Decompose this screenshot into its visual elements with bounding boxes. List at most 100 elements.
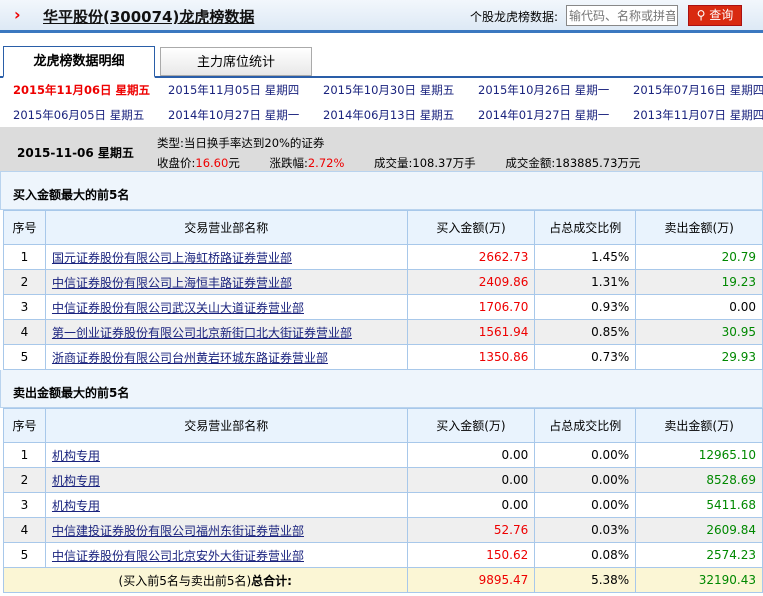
tab-seat-stats[interactable]: 主力席位统计 [160,47,312,76]
column-header: 占总成交比例 [534,408,637,443]
page-title[interactable]: 华平股份(300074)龙虎榜数据 [43,8,255,26]
branch-link[interactable]: 机构专用 [51,498,100,513]
column-header: 卖出金额(万) [635,210,763,245]
rank: 1 [3,244,46,270]
total-row: (买入前5名与卖出前5名)总合计: 9895.47 5.38% 32190.43 [3,567,763,593]
sell-amount: 19.23 [635,269,763,295]
table-header-row: 序号 交易营业部名称 买入金额(万) 占总成交比例 卖出金额(万) [3,210,763,245]
buy-amount: 1706.70 [406,294,536,320]
ratio: 0.03% [534,517,637,543]
rank: 5 [3,542,46,568]
branch-link[interactable]: 机构专用 [51,448,100,463]
rank: 2 [3,467,46,493]
summary-date: 2015-11-06 星期五 [17,146,134,160]
column-header: 卖出金额(万) [635,408,763,443]
branch-link[interactable]: 中信建投证券股份有限公司福州东街证券营业部 [51,523,304,538]
branch-link[interactable]: 中信证券股份有限公司武汉关山大道证券营业部 [51,300,304,315]
ratio: 0.85% [534,319,637,345]
rank: 3 [3,294,46,320]
column-header: 序号 [3,408,46,443]
sell-amount: 29.93 [635,344,763,370]
date-link[interactable]: 2015年11月06日 星期五 [13,83,151,97]
buy-amount: 0.00 [406,467,536,493]
page-header: › 华平股份(300074)龙虎榜数据 个股龙虎榜数据: ⚲ 查询 [0,0,763,33]
ratio: 0.08% [534,542,637,568]
sell-amount: 2609.84 [635,517,763,543]
type-label: 类型: [157,136,184,150]
branch-link[interactable]: 第一创业证券股份有限公司北京新街口北大街证券营业部 [51,325,352,340]
date-link[interactable]: 2014年10月27日 星期一 [168,108,300,122]
close-price: 收盘价:16.60元 [157,156,240,170]
ratio: 1.45% [534,244,637,270]
summary-type: 类型:当日换手率达到20%的证券 [157,135,324,151]
table-row: 1 机构专用 0.00 0.00% 12965.10 [3,442,763,468]
table-row: 5 浙商证券股份有限公司台州黄岩环城东路证券营业部 1350.86 0.73% … [3,344,763,370]
date-link[interactable]: 2015年07月16日 星期四 [633,83,763,97]
rank: 4 [3,517,46,543]
column-header: 占总成交比例 [534,210,637,245]
ratio: 0.00% [534,467,637,493]
sell-section-title: 卖出金额最大的前5名 [0,370,763,408]
sell-amount: 0.00 [635,294,763,320]
table-row: 2 机构专用 0.00 0.00% 8528.69 [3,467,763,493]
column-header: 买入金额(万) [406,210,536,245]
table-row: 1 国元证券股份有限公司上海虹桥路证券营业部 2662.73 1.45% 20.… [3,244,763,270]
rank: 4 [3,319,46,345]
branch-link[interactable]: 浙商证券股份有限公司台州黄岩环城东路证券营业部 [51,350,328,365]
sell-amount: 8528.69 [635,467,763,493]
branch-link[interactable]: 机构专用 [51,473,100,488]
branch-link[interactable]: 国元证券股份有限公司上海虹桥路证券营业部 [51,250,292,265]
rank: 5 [3,344,46,370]
magnifier-icon: ⚲ [696,8,706,22]
sell-amount: 5411.68 [635,492,763,518]
buy-amount: 0.00 [406,442,536,468]
search-button[interactable]: ⚲ 查询 [688,5,742,26]
total-sell: 32190.43 [635,567,763,593]
sell-amount: 2574.23 [635,542,763,568]
search-input[interactable] [566,5,678,26]
type-value: 当日换手率达到20%的证券 [183,136,325,150]
tab-detail[interactable]: 龙虎榜数据明细 [3,46,155,78]
table-row: 5 中信证券股份有限公司北京安外大街证券营业部 150.62 0.08% 257… [3,542,763,568]
date-link[interactable]: 2013年11月07日 星期四 [633,108,763,122]
column-header: 交易营业部名称 [44,408,408,443]
rank: 1 [3,442,46,468]
table-row: 2 中信证券股份有限公司上海恒丰路证券营业部 2409.86 1.31% 19.… [3,269,763,295]
column-header: 买入金额(万) [406,408,536,443]
rank: 2 [3,269,46,295]
search-label: 个股龙虎榜数据: [470,10,559,24]
buy-table: 序号 交易营业部名称 买入金额(万) 占总成交比例 卖出金额(万) 1 国元证券股份有限… [3,210,763,370]
ratio: 1.31% [534,269,637,295]
total-label: (买入前5名与卖出前5名)总合计: [3,567,408,593]
ratio: 0.73% [534,344,637,370]
ratio: 0.00% [534,442,637,468]
chevron-right-icon: › [14,5,21,24]
change-pct: 涨跌幅:2.72% [269,156,345,170]
search-button-label: 查询 [709,8,734,22]
table-row: 4 中信建投证券股份有限公司福州东街证券营业部 52.76 0.03% 2609… [3,517,763,543]
date-link[interactable]: 2015年10月30日 星期五 [323,83,455,97]
table-row: 4 第一创业证券股份有限公司北京新街口北大街证券营业部 1561.94 0.85… [3,319,763,345]
date-link[interactable]: 2015年10月26日 星期一 [478,83,610,97]
date-link[interactable]: 2015年11月05日 星期四 [168,83,300,97]
ratio: 0.93% [534,294,637,320]
sell-amount: 12965.10 [635,442,763,468]
date-link[interactable]: 2014年06月13日 星期五 [323,108,455,122]
buy-amount: 1350.86 [406,344,536,370]
date-link[interactable]: 2014年01月27日 星期一 [478,108,610,122]
column-header: 序号 [3,210,46,245]
amount: 成交金额:183885.73万元 [505,156,641,170]
volume: 成交量:108.37万手 [374,156,476,170]
branch-link[interactable]: 中信证券股份有限公司北京安外大街证券营业部 [51,548,304,563]
table-header-row: 序号 交易营业部名称 买入金额(万) 占总成交比例 卖出金额(万) [3,408,763,443]
sell-table: 序号 交易营业部名称 买入金额(万) 占总成交比例 卖出金额(万) 1 机构专用 0.0… [3,408,763,593]
branch-link[interactable]: 中信证券股份有限公司上海恒丰路证券营业部 [51,275,292,290]
table-row: 3 机构专用 0.00 0.00% 5411.68 [3,492,763,518]
table-row: 3 中信证券股份有限公司武汉关山大道证券营业部 1706.70 0.93% 0.… [3,294,763,320]
date-link[interactable]: 2015年06月05日 星期五 [13,108,145,122]
buy-amount: 1561.94 [406,319,536,345]
buy-amount: 2409.86 [406,269,536,295]
sell-amount: 20.79 [635,244,763,270]
rank: 3 [3,492,46,518]
total-buy: 9895.47 [406,567,536,593]
